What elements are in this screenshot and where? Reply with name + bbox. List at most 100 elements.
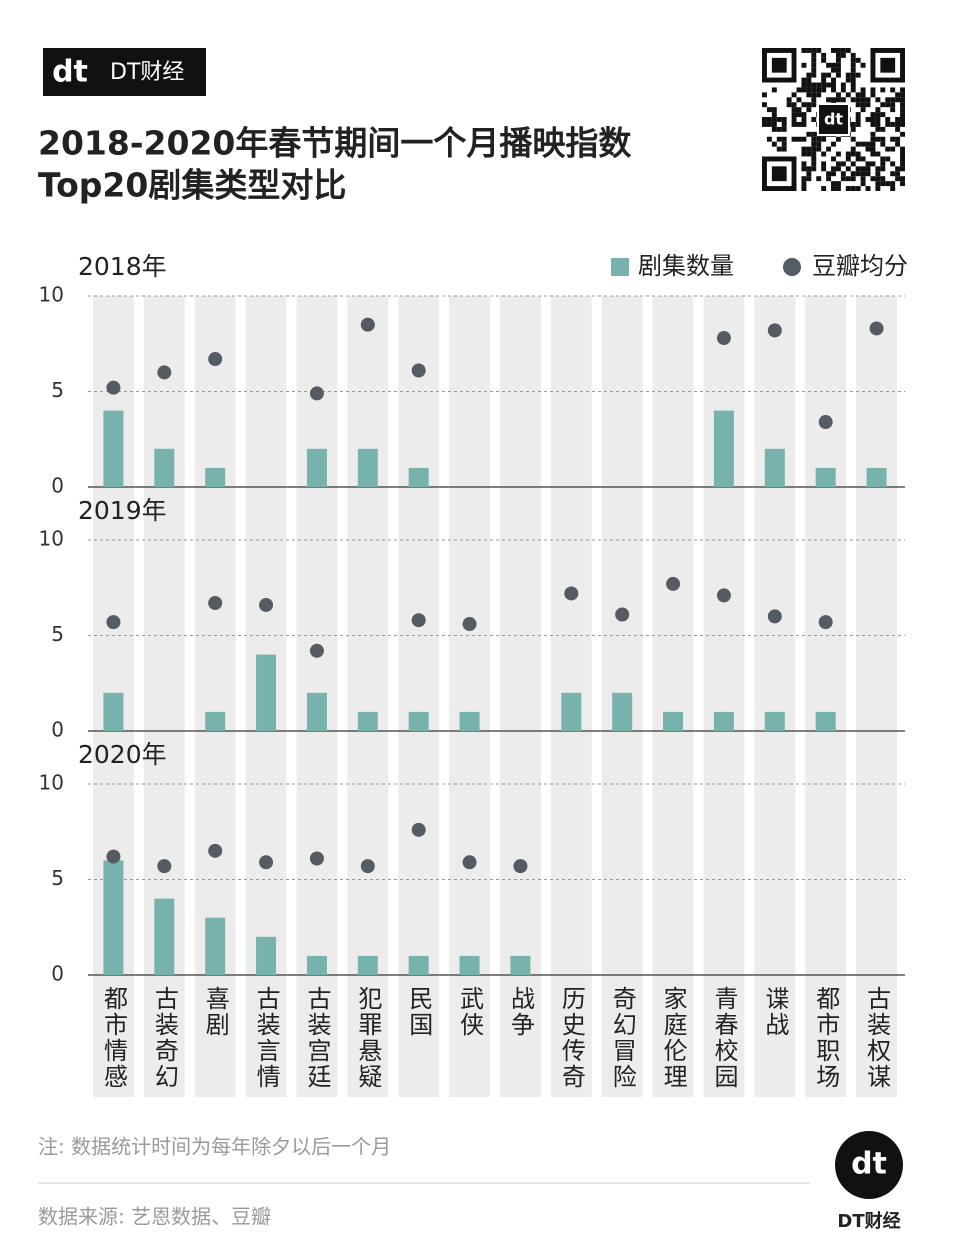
qr-module xyxy=(771,107,777,113)
bar xyxy=(764,711,785,731)
qr-module xyxy=(816,141,822,147)
qr-module xyxy=(840,176,846,182)
qr-module xyxy=(890,136,896,142)
qr-module xyxy=(870,92,876,98)
qr-module xyxy=(855,121,861,127)
qr-module xyxy=(885,156,891,162)
column-band xyxy=(449,296,490,1097)
qr-module xyxy=(831,48,836,53)
dot xyxy=(615,607,630,622)
bar xyxy=(205,467,226,487)
dot xyxy=(462,855,477,870)
qr-module xyxy=(835,92,841,98)
qr-module xyxy=(762,121,767,127)
qr-module xyxy=(895,176,901,182)
qr-module xyxy=(806,146,812,152)
qr-module xyxy=(781,136,787,142)
qr-finder xyxy=(771,57,787,73)
bar xyxy=(306,448,327,487)
qr-module xyxy=(840,52,846,58)
column-band xyxy=(398,296,440,1097)
qr-module xyxy=(840,82,846,88)
bar xyxy=(357,448,378,487)
qr-module xyxy=(875,107,881,113)
qr-module xyxy=(900,176,905,182)
qr-module xyxy=(885,102,891,108)
qr-module xyxy=(865,166,871,172)
dot xyxy=(666,576,681,591)
dot xyxy=(360,317,375,332)
dot xyxy=(157,859,172,874)
qr-module xyxy=(835,57,841,63)
qr-module xyxy=(811,97,817,103)
qr-module xyxy=(801,48,807,53)
qr-module xyxy=(821,77,827,83)
qr-module xyxy=(811,52,817,58)
bar xyxy=(256,654,277,731)
qr-module xyxy=(811,92,817,98)
qr-module xyxy=(791,102,797,108)
bar xyxy=(815,711,836,731)
qr-module xyxy=(791,121,797,127)
qr-module xyxy=(796,107,802,113)
qr-module xyxy=(860,176,866,182)
bar xyxy=(713,410,734,487)
qr-module xyxy=(900,117,905,122)
title: Top20剧集类型对比 xyxy=(38,166,346,205)
qr-module xyxy=(875,117,881,122)
qr-module xyxy=(875,126,881,132)
qr-module xyxy=(865,117,871,122)
qr-module xyxy=(762,117,767,122)
qr-module xyxy=(811,117,817,122)
qr-module xyxy=(831,171,836,177)
qr-module xyxy=(776,126,782,132)
qr-module xyxy=(865,102,871,108)
qr-module xyxy=(890,102,896,108)
qr-module xyxy=(771,112,777,118)
qr-module xyxy=(860,107,866,113)
qr-module xyxy=(771,87,777,93)
qr-module xyxy=(855,112,861,118)
qr-module xyxy=(855,141,861,147)
qr-module xyxy=(835,161,841,167)
qr-module xyxy=(850,126,856,132)
qr-module xyxy=(850,146,856,152)
column-band xyxy=(143,296,185,1097)
qr-module xyxy=(850,186,856,191)
qr-module xyxy=(776,146,782,152)
qr-module xyxy=(900,156,905,162)
legend-label: 剧集数量 xyxy=(638,252,734,280)
qr-module xyxy=(821,87,827,93)
x-tick-label: 都市职场 xyxy=(812,986,840,1090)
qr-module xyxy=(890,87,896,93)
qr-finder xyxy=(771,166,787,182)
dot xyxy=(259,597,274,612)
qr-module xyxy=(781,146,787,152)
qr-module xyxy=(826,97,832,103)
qr-module xyxy=(811,57,817,63)
qr-module xyxy=(870,121,876,127)
qr-module xyxy=(880,156,886,162)
qr-module xyxy=(811,141,817,147)
qr-module xyxy=(791,92,797,98)
qr-module xyxy=(895,92,901,98)
bar xyxy=(561,692,582,731)
qr-module xyxy=(865,97,871,103)
qr-module xyxy=(826,82,832,88)
qr-module xyxy=(826,72,832,78)
qr-module xyxy=(855,171,861,177)
qr-module xyxy=(821,161,827,167)
qr-module xyxy=(875,186,881,191)
qr-module xyxy=(776,117,782,122)
qr-module xyxy=(821,186,827,191)
qr-module xyxy=(900,102,905,108)
column-band xyxy=(805,296,847,1097)
qr-module xyxy=(796,97,802,103)
qr-module xyxy=(895,171,901,177)
qr-module xyxy=(845,166,851,172)
qr-module xyxy=(850,161,856,167)
qr-module xyxy=(870,112,876,118)
qr-module xyxy=(850,87,856,93)
qr-module xyxy=(831,141,836,147)
qr-module xyxy=(850,82,856,88)
